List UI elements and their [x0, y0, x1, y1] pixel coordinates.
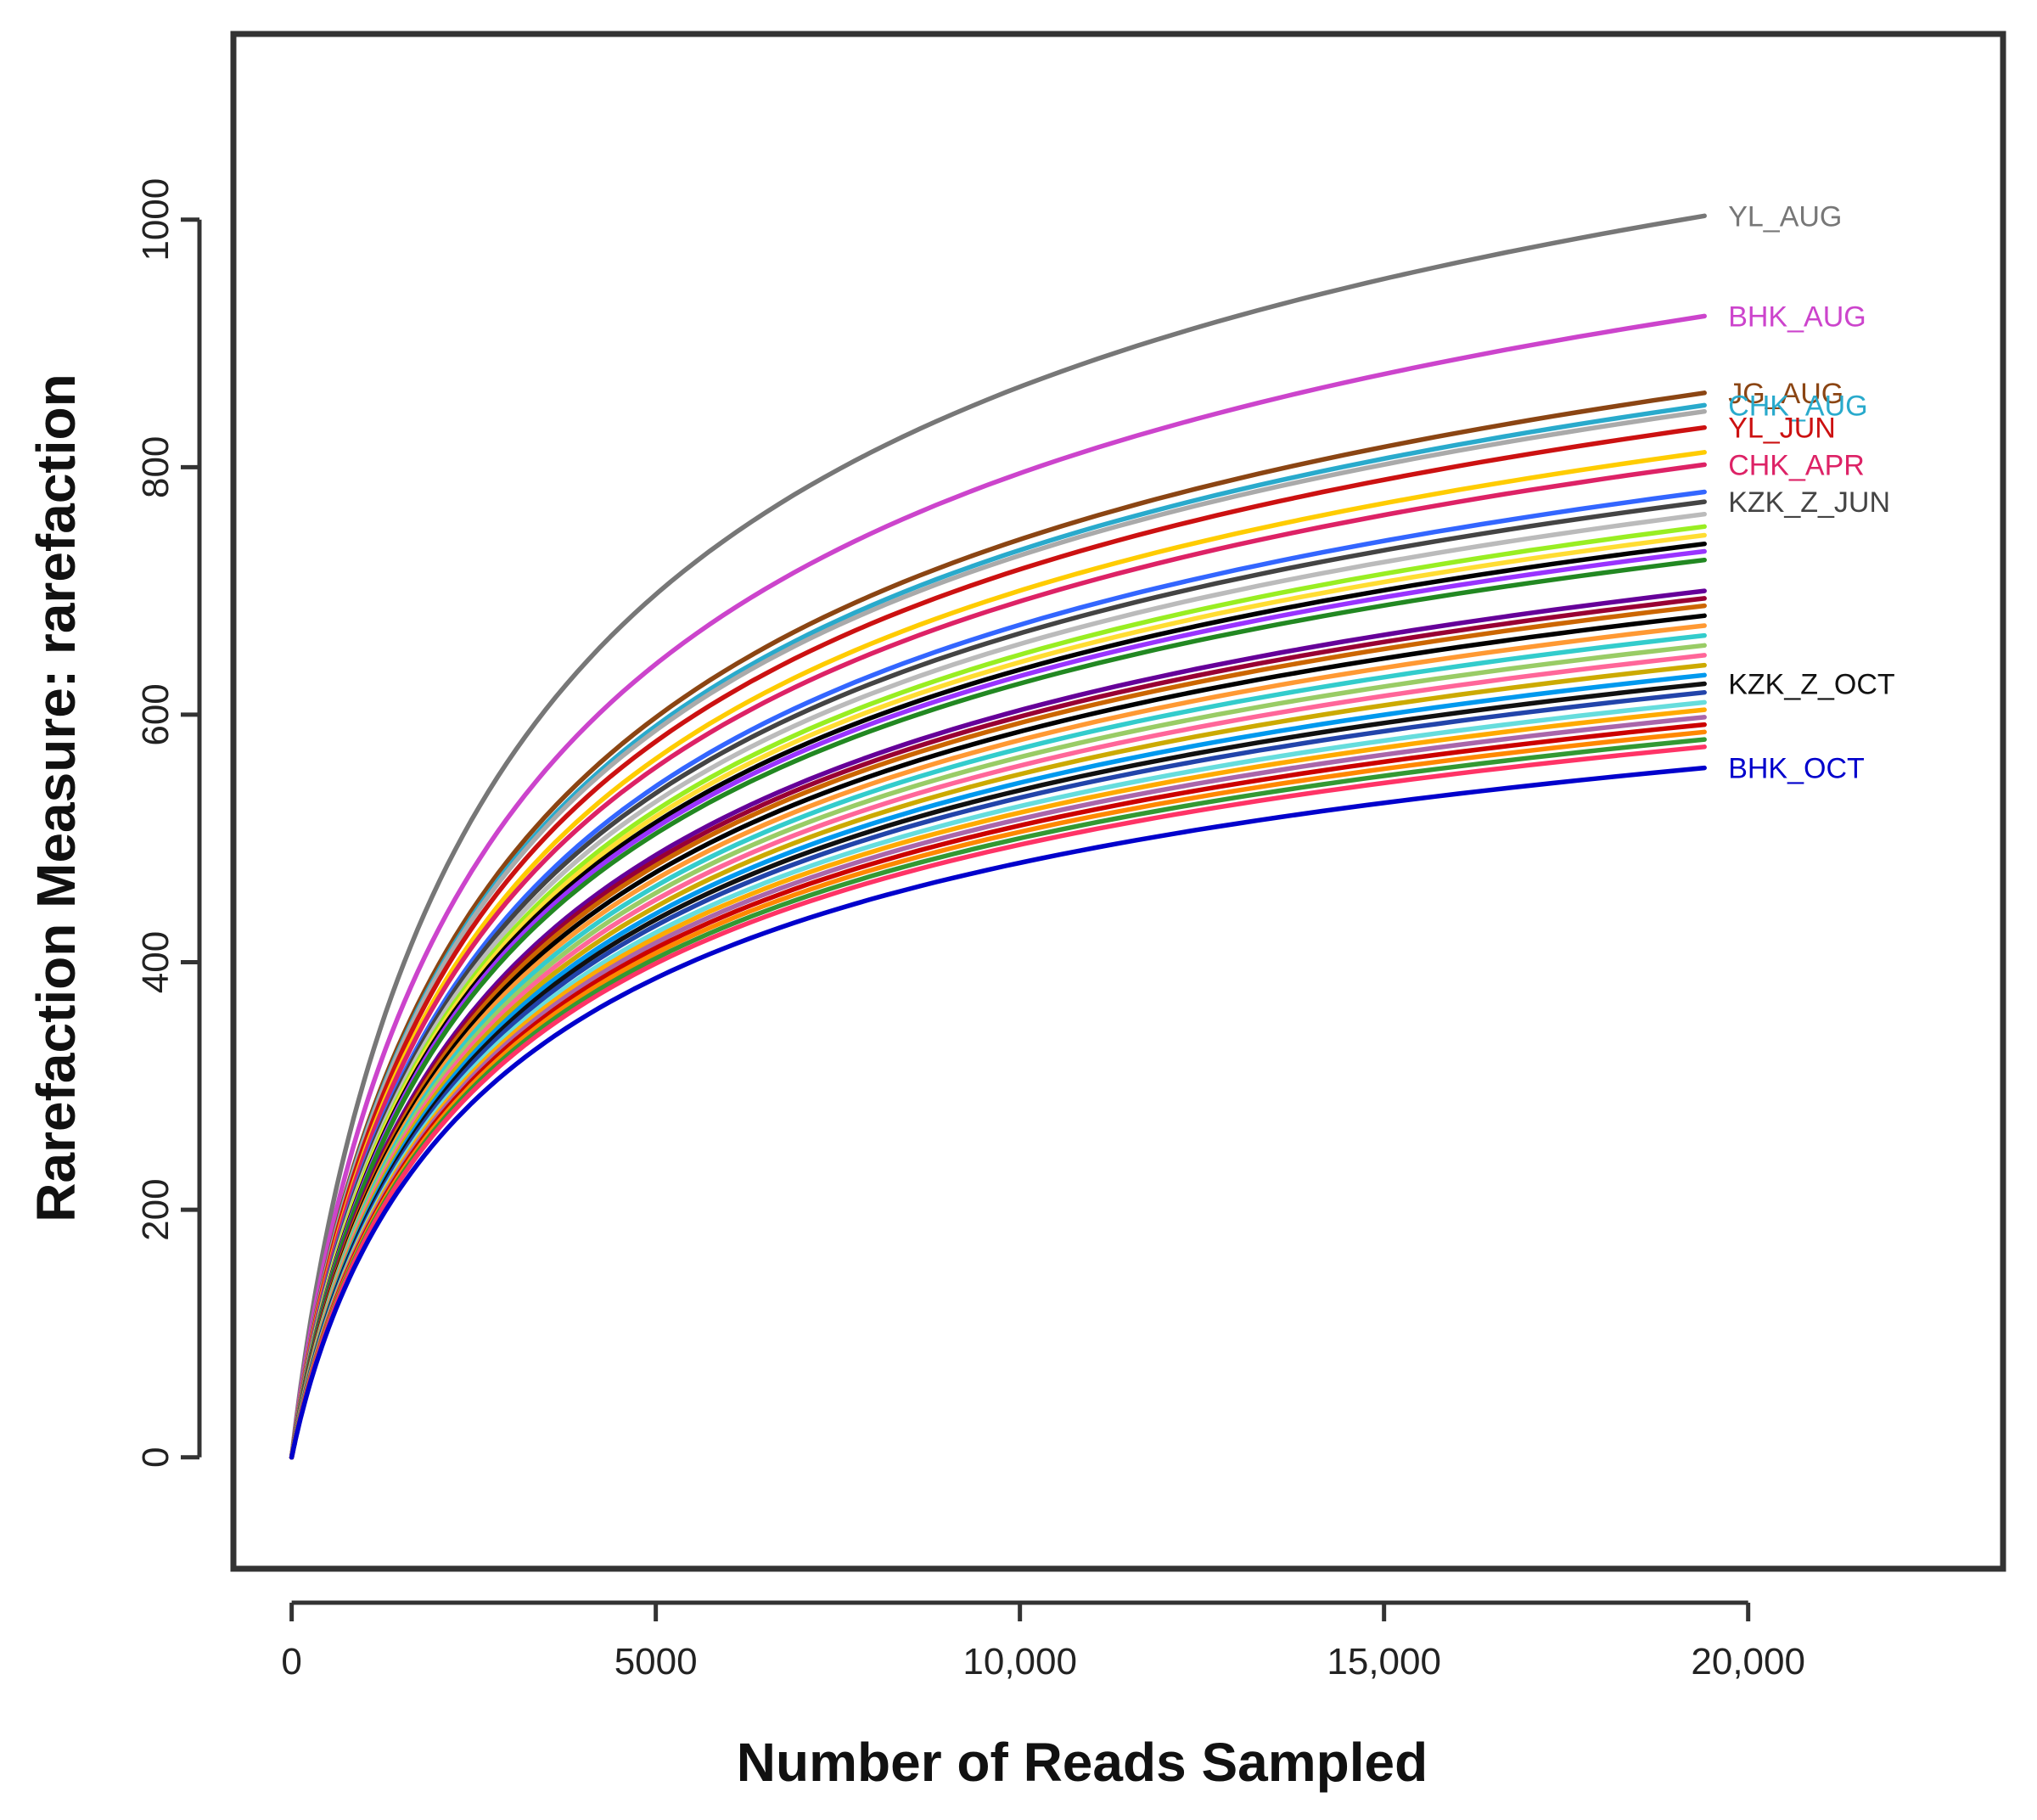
series-label: CHK_APR — [1728, 449, 1865, 481]
x-axis: 0 5000 10,000 15,000 20,000 — [281, 1600, 1805, 1682]
series-line — [289, 313, 1707, 1460]
y-tick-label: 200 — [135, 1178, 177, 1240]
x-tick-label: 15,000 — [1327, 1641, 1441, 1682]
series-line — [289, 681, 1707, 1460]
plot-frame — [230, 31, 2006, 1572]
y-tick-label: 600 — [135, 683, 177, 745]
y-tick-label: 0 — [135, 1447, 177, 1468]
series-label: BHK_AUG — [1728, 301, 1866, 333]
y-tick-label: 1000 — [135, 178, 177, 261]
y-axis-title: Rarefaction Measure: rarefaction — [25, 374, 87, 1222]
series-label: KZK_Z_JUN — [1728, 486, 1890, 519]
series-line — [289, 737, 1707, 1460]
series-label: KZK_Z_OCT — [1728, 668, 1894, 700]
x-tick-label: 5000 — [614, 1641, 698, 1682]
series-line — [289, 765, 1707, 1460]
series-label: YL_JUN — [1728, 413, 1836, 445]
x-tick-label: 0 — [281, 1641, 301, 1682]
series-lines — [289, 213, 1707, 1460]
series-label: BHK_OCT — [1728, 753, 1865, 785]
series-line — [289, 213, 1707, 1460]
y-axis: 0 200 400 600 800 1000 — [135, 178, 202, 1468]
y-tick-label: 400 — [135, 931, 177, 993]
series-line — [289, 672, 1707, 1460]
series-line — [289, 729, 1707, 1460]
series-label: YL_AUG — [1728, 200, 1842, 233]
y-tick-label: 800 — [135, 436, 177, 498]
series-line — [289, 744, 1707, 1460]
series-label: CHK_AUG — [1728, 390, 1867, 422]
x-tick-label: 10,000 — [962, 1641, 1077, 1682]
series-label: JG_AUG — [1728, 378, 1843, 410]
x-axis-title: Number of Reads Sampled — [737, 1732, 1428, 1793]
x-tick-label: 20,000 — [1691, 1641, 1805, 1682]
